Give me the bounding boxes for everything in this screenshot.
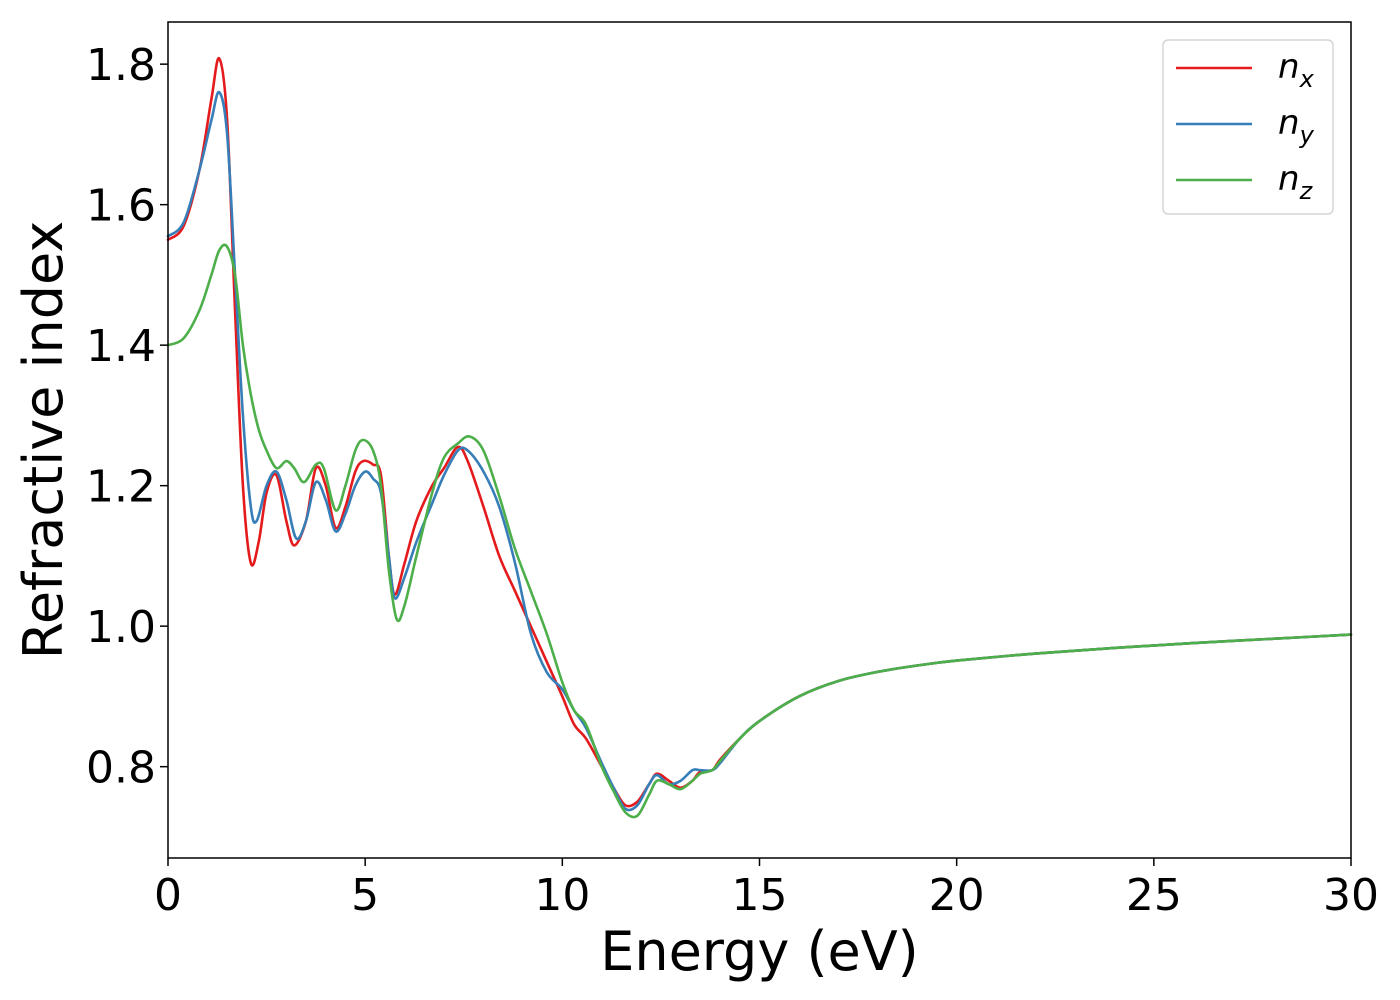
x-tick-label: 10 (534, 870, 590, 921)
x-tick-label: 20 (929, 870, 985, 921)
y-tick-label: 1.4 (86, 321, 156, 372)
legend-box (1162, 39, 1334, 215)
legend-label-nz: nz (1278, 159, 1314, 205)
legend-label-subscript: z (1299, 177, 1314, 205)
x-tick-label: 5 (351, 870, 379, 921)
x-axis-title: Energy (eV) (600, 920, 919, 983)
legend-label-base: n (1278, 103, 1300, 143)
y-tick-label: 0.8 (86, 743, 156, 794)
legend-label-base: n (1278, 159, 1300, 199)
x-tick-label: 15 (732, 870, 788, 921)
legend-label-nx: nx (1278, 47, 1315, 93)
y-tick-label: 1.6 (86, 181, 156, 232)
x-tick-label: 30 (1323, 870, 1379, 921)
series-layer (166, 57, 1353, 819)
legend-label-ny: ny (1278, 103, 1315, 149)
x-tick-label: 25 (1126, 870, 1182, 921)
y-tick-label: 1.0 (86, 602, 156, 653)
y-axis-title: Refractive index (12, 221, 75, 660)
legend-label-subscript: y (1299, 121, 1315, 149)
x-tick-label: 0 (154, 870, 182, 921)
legend-label-base: n (1278, 47, 1300, 87)
y-tick-label: 1.8 (86, 40, 156, 91)
ticks-layer: 0 5 10 15 20 25 30 0.8 1.0 1.2 1.4 1.6 1.8 (86, 40, 1379, 921)
y-tick-label: 1.2 (86, 462, 156, 513)
legend-label-subscript: x (1299, 65, 1315, 93)
series-line-nz (166, 243, 1353, 819)
